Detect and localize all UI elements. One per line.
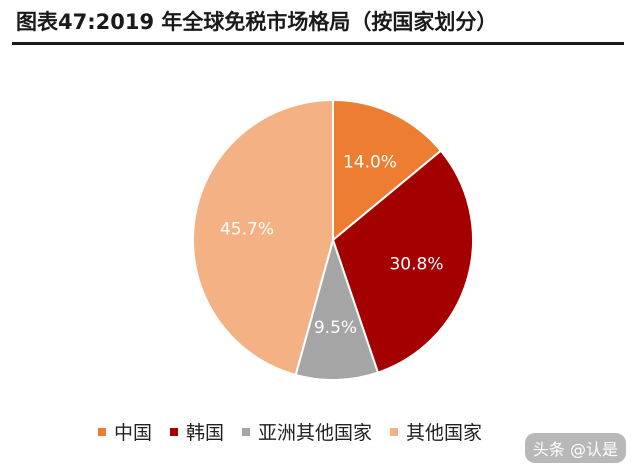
legend-label-korea: 韩国 — [185, 422, 224, 444]
pie-slice-china — [332, 98, 443, 243]
pie-slice-korea — [331, 149, 474, 374]
data-label-other-asia: 9.5% — [314, 318, 357, 338]
pie-slice-other-countries — [192, 98, 334, 377]
data-label-china: 14.0% — [343, 152, 397, 172]
legend-label-other-asia: 亚洲其他国家 — [258, 422, 373, 444]
legend-item-china: 中国 — [97, 418, 152, 445]
data-label-korea: 30.8% — [389, 255, 443, 275]
chart-title: 图表47:2019 年全球免税市场格局（按国家划分） — [16, 10, 498, 34]
pie-slice-other-asia — [294, 236, 380, 381]
chart-legend: 中国 韩国 亚洲其他国家 其他国家 — [0, 418, 580, 445]
legend-swatch-other-asia — [242, 427, 250, 436]
title-underline — [12, 42, 624, 45]
legend-item-other-countries: 其他国家 — [390, 418, 482, 445]
legend-swatch-korea — [169, 427, 178, 436]
watermark: 头条 @认是 — [524, 433, 626, 463]
data-label-other-countries: 45.7% — [220, 219, 274, 239]
legend-label-china: 中国 — [113, 422, 152, 444]
legend-item-korea: 韩国 — [169, 418, 224, 445]
legend-swatch-china — [97, 427, 106, 436]
legend-label-other-countries: 其他国家 — [406, 422, 483, 444]
legend-swatch-other-countries — [390, 427, 399, 436]
legend-item-other-asia: 亚洲其他国家 — [242, 418, 372, 445]
